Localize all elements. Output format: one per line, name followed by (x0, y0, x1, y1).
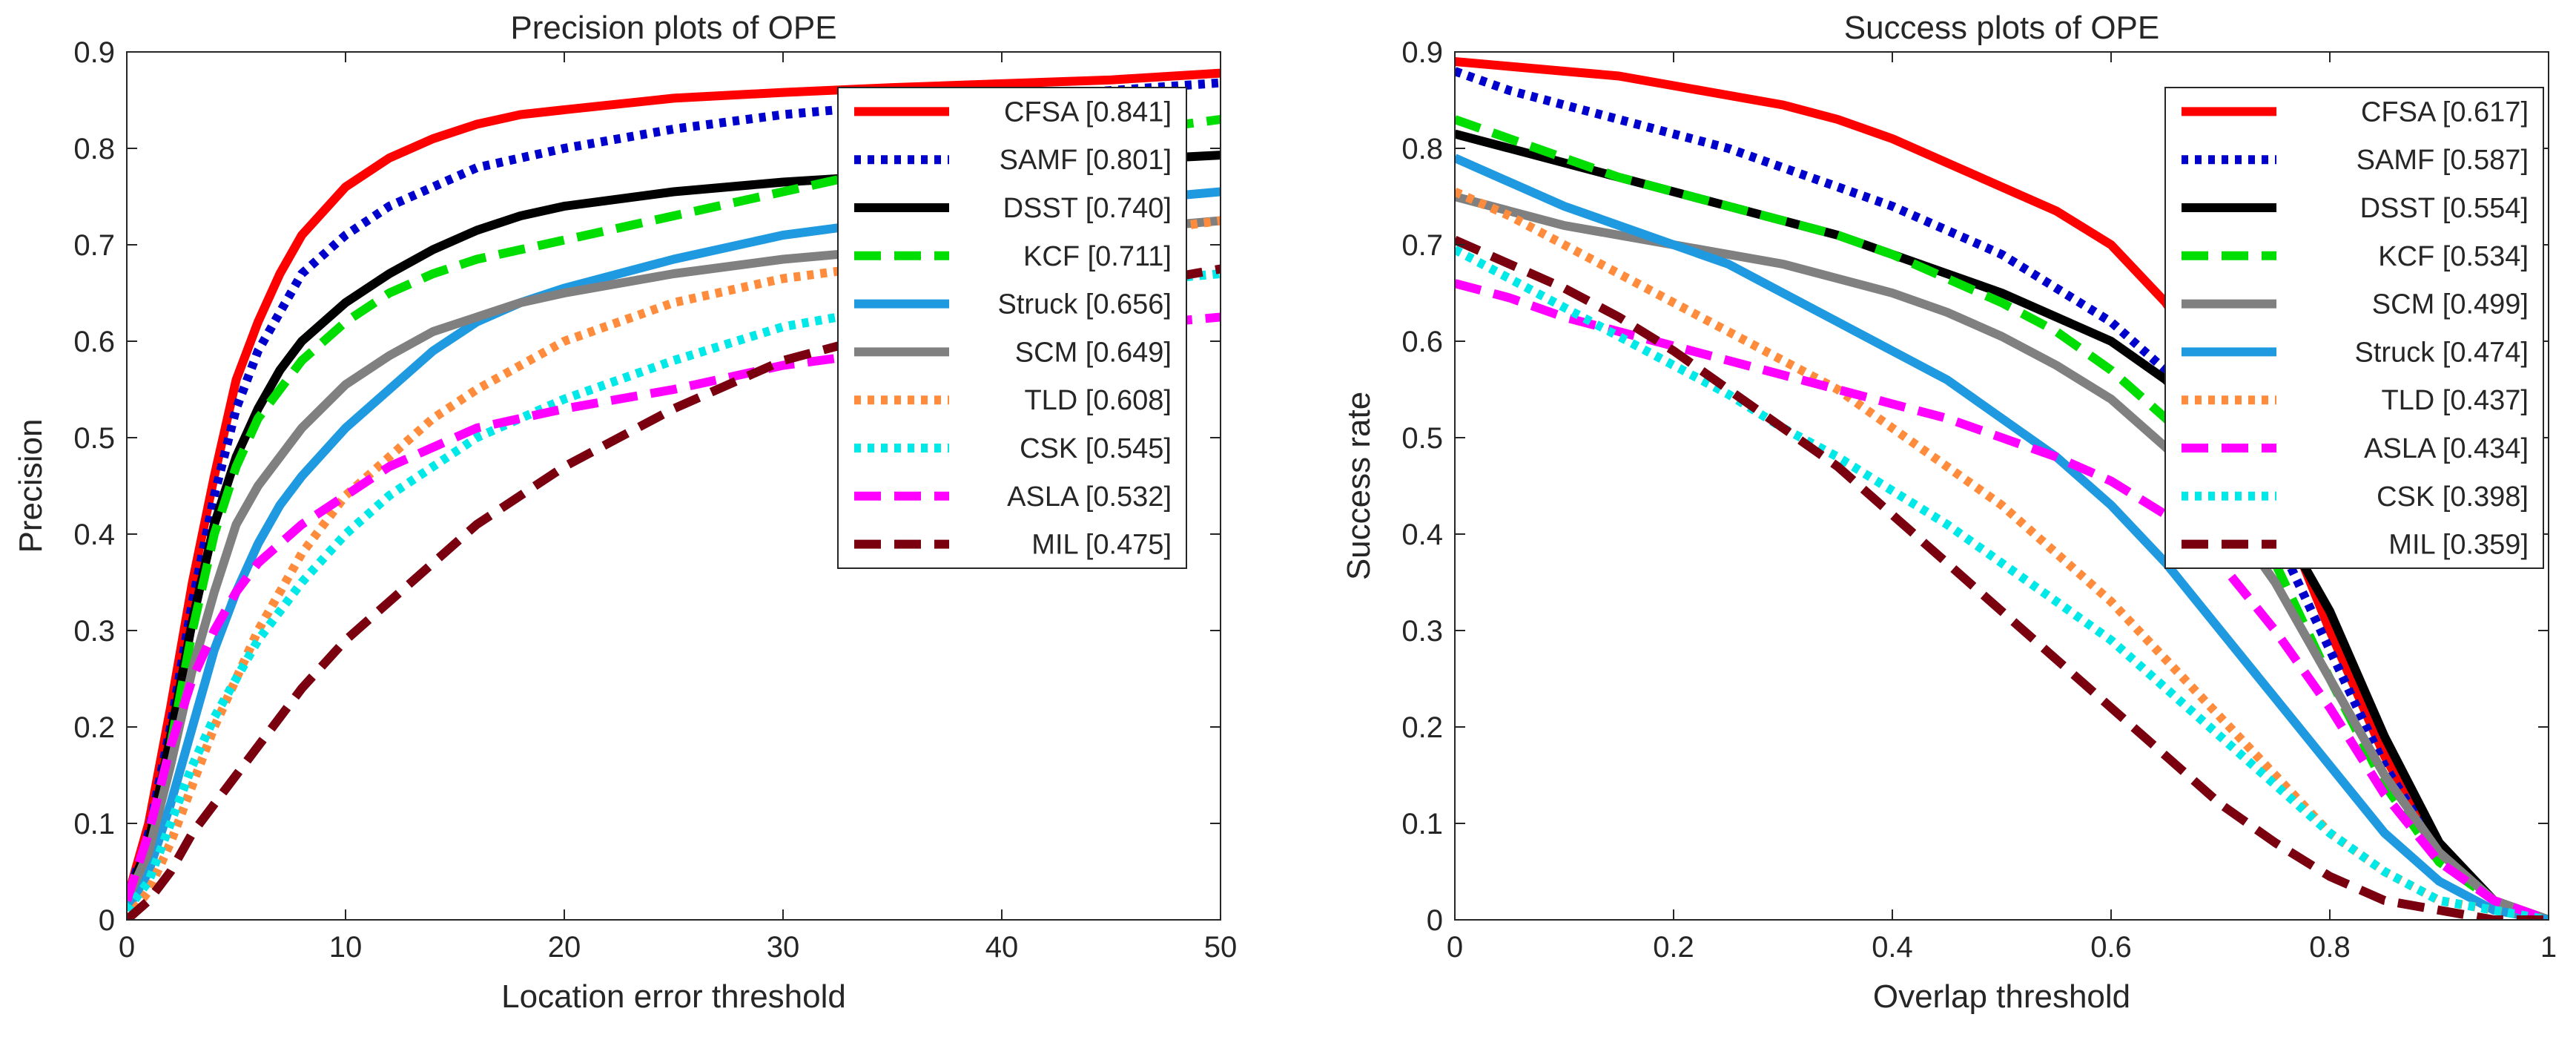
y-tick-label: 0.5 (73, 422, 115, 455)
y-tick-label: 0.4 (1401, 519, 1443, 551)
series-line-dsst (1455, 129, 2549, 920)
legend-box (837, 87, 1187, 569)
x-tick-label: 10 (329, 931, 363, 964)
y-tick-label: 0.4 (73, 519, 115, 551)
x-tick-label: 40 (985, 931, 1019, 964)
series-line-struck (1455, 154, 2549, 920)
y-tick-label: 0.7 (73, 229, 115, 262)
legend-label-mil: MIL [0.359] (2388, 530, 2529, 561)
axes-frame (126, 51, 1221, 921)
x-axis-label: Overlap threshold (1873, 978, 2130, 1015)
series-line-mil (1455, 236, 2549, 920)
y-tick-label: 0 (1427, 904, 1443, 937)
legend-label-cfsa: CFSA [0.841] (1004, 96, 1172, 128)
y-tick-label: 0.7 (1401, 229, 1443, 262)
legend-label-kcf: KCF [0.534] (2378, 241, 2529, 272)
axes-frame (1454, 51, 2549, 921)
legend-label-mil: MIL [0.475] (1031, 530, 1172, 561)
y-axis-label: Precision (13, 419, 49, 553)
y-tick-label: 0.8 (73, 133, 115, 165)
legend-label-struck: Struck [0.656] (998, 289, 1172, 320)
legend-label-scm: SCM [0.649] (1015, 337, 1172, 368)
chart-2: 0 0.2 0.4 0.6 0.8 1 0 0.1 0.2 0.3 0.4 0.5 0.6 0.7 0.8 0… (1341, 10, 2557, 1015)
y-tick-label: 0.5 (1401, 422, 1443, 455)
legend-label-struck: Struck [0.474] (2355, 337, 2529, 368)
y-tick-label: 0.9 (1401, 36, 1443, 69)
legend-label-tld: TLD [0.437] (2381, 385, 2529, 416)
series-line-asla (1455, 279, 2549, 920)
legend-label-scm: SCM [0.499] (2372, 289, 2529, 320)
legend: CFSA [0.841] SAMF [0.801] DSST [0.740] KCF … (837, 87, 1187, 569)
legend-label-kcf: KCF [0.711] (1023, 241, 1172, 272)
x-tick-label: 0.8 (2309, 931, 2351, 964)
y-tick-label: 0.1 (73, 808, 115, 840)
legend-label-asla: ASLA [0.532] (1007, 481, 1172, 513)
chart-1: 0 10 20 30 40 50 0 0.1 0.2 0.3 0.4 0.5 0.6 0.7 0.8 0.9 P… (13, 10, 1237, 1015)
x-tick-label: 20 (548, 931, 581, 964)
y-tick-label: 0.3 (1401, 615, 1443, 648)
legend-label-samf: SAMF [0.801] (1000, 145, 1172, 176)
y-tick-label: 0.2 (73, 711, 115, 744)
series-group (1455, 57, 2549, 920)
series-line-cfsa (1455, 57, 2549, 920)
legend-box (2164, 87, 2544, 569)
legend-label-cfsa: CFSA [0.617] (2361, 96, 2529, 128)
series-line-csk (1455, 246, 2549, 920)
y-tick-label: 0.1 (1401, 808, 1443, 840)
y-tick-label: 0.6 (73, 326, 115, 358)
x-tick-label: 0.6 (2090, 931, 2132, 964)
legend-label-asla: ASLA [0.434] (2364, 433, 2529, 464)
x-tick-label: 1 (2540, 931, 2557, 964)
legend-label-dsst: DSST [0.740] (1003, 193, 1172, 224)
legend-label-samf: SAMF [0.587] (2357, 145, 2529, 176)
chart-title: Precision plots of OPE (510, 10, 836, 46)
x-tick-label: 50 (1204, 931, 1238, 964)
x-tick-label: 0 (1447, 931, 1463, 964)
x-tick-label: 0.2 (1653, 931, 1694, 964)
y-tick-label: 0.6 (1401, 326, 1443, 358)
y-axis-label: Success rate (1341, 392, 1377, 580)
series-line-tld (127, 216, 1221, 920)
legend-label-dsst: DSST [0.554] (2360, 193, 2529, 224)
x-axis-label: Location error threshold (501, 978, 846, 1015)
y-tick-label: 0.3 (73, 615, 115, 648)
y-tick-label: 0.9 (73, 36, 115, 69)
x-tick-label: 0.4 (1872, 931, 1913, 964)
series-line-mil (127, 264, 1221, 920)
y-tick-label: 0 (99, 904, 115, 937)
legend: CFSA [0.617] SAMF [0.587] DSST [0.554] KCF … (2164, 87, 2544, 569)
y-tick-label: 0.2 (1401, 711, 1443, 744)
series-line-samf (1455, 67, 2549, 920)
legend-label-csk: CSK [0.398] (2377, 481, 2529, 513)
x-tick-label: 0 (119, 931, 135, 964)
series-line-scm (1455, 192, 2549, 920)
x-tick-label: 30 (767, 931, 800, 964)
y-tick-label: 0.8 (1401, 133, 1443, 165)
legend-label-csk: CSK [0.545] (1020, 433, 1172, 464)
chart-title: Success plots of OPE (1844, 10, 2160, 46)
legend-label-tld: TLD [0.608] (1024, 385, 1172, 416)
